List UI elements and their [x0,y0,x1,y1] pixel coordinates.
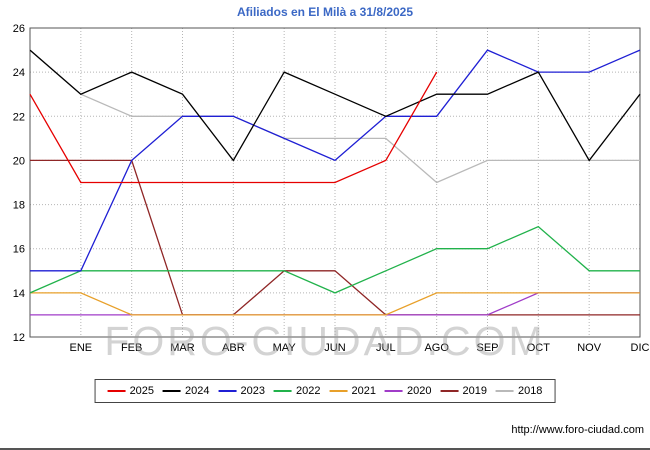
legend-swatch-2022 [274,390,293,392]
y-tick-label: 22 [13,111,25,123]
x-tick-label: JUL [376,342,396,354]
legend-label: 2023 [240,385,266,397]
x-tick-label: SEP [476,342,498,354]
legend-item-2024: 2024 [163,385,210,397]
legend-swatch-2021 [329,390,348,392]
x-tick-label: FEB [121,342,142,354]
legend-item-2025: 2025 [107,385,155,397]
legend-label: 2025 [129,385,155,397]
series-2021-line [30,292,640,316]
legend-swatch-2019 [440,390,459,392]
legend-swatch-2024 [163,390,182,392]
y-tick-label: 18 [13,200,25,212]
plot-border [29,27,641,338]
legend-label: 2022 [296,385,321,397]
y-tick-label: 14 [13,288,25,300]
legend-item-2018: 2018 [495,385,543,397]
series-2025-line [29,71,438,184]
x-tick-label: ABR [222,342,245,354]
legend-item-2023: 2023 [218,385,266,397]
legend-label: 2018 [517,385,543,397]
legend-item-2020: 2020 [384,385,432,397]
series-2024-line [29,49,641,162]
x-tick-label: OCT [527,342,551,354]
y-tick-label: 20 [13,155,25,167]
legend-label: 2019 [462,385,487,397]
y-tick-label: 12 [13,332,25,344]
legend-label: 2024 [185,385,210,397]
y-tick-label: 24 [13,67,25,79]
chart-title: Afiliados en El Milà a 31/8/2025 [236,5,414,19]
x-tick-label: NOV [577,342,602,354]
legend-item-2019: 2019 [440,385,487,397]
series-2018-line [29,49,640,184]
legend-swatch-2020 [384,390,403,392]
y-tick-label: 16 [13,244,25,256]
legend-label: 2020 [406,385,432,397]
x-tick-label: AGO [424,342,449,354]
chart-legend: 2025 2024 2023 2022 2021 2020 2019 2018 [94,379,556,403]
legend-item-2022: 2022 [274,385,321,397]
x-tick-label: MAY [273,342,297,354]
x-tick-label: MAR [170,342,195,354]
series-2020-line [30,292,640,316]
y-tick-label: 26 [13,23,25,35]
x-tick-label: JUN [324,342,345,354]
legend-swatch-2023 [218,390,237,392]
x-tick-label: ENE [70,342,93,354]
legend-label: 2021 [351,385,376,397]
legend-swatch-2018 [495,390,514,392]
line-chart: 12 14 16 18 20 22 24 26 ENE FEB MAR ABR MAY JUN JUL AGO… [13,23,650,354]
legend-item-2021: 2021 [329,385,376,397]
footer-link[interactable]: http://www.foro-ciudad.com [511,424,644,436]
legend-swatch-2025 [107,390,126,392]
series-2022-line [29,225,640,294]
x-tick-label: DIC [631,342,650,354]
